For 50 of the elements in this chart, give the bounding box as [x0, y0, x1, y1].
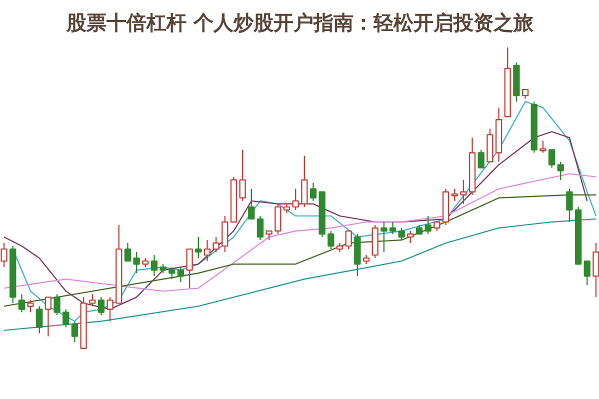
candlestick — [336, 242, 344, 253]
candlestick — [150, 254, 158, 277]
candlestick — [292, 188, 299, 211]
candlestick — [133, 251, 140, 274]
candlestick — [584, 260, 590, 286]
candlestick — [71, 320, 78, 343]
candlestick — [266, 230, 272, 241]
candlestick — [451, 188, 458, 202]
candlestick — [195, 236, 202, 259]
candlestick — [142, 257, 149, 268]
candlestick — [424, 215, 432, 235]
candlestick — [407, 230, 414, 244]
candlestick — [540, 140, 546, 154]
candlestick — [256, 215, 264, 241]
candlestick — [548, 149, 556, 168]
candlestick — [362, 254, 370, 265]
candlestick — [328, 230, 334, 250]
candlestick — [106, 296, 114, 322]
candlestick — [460, 179, 467, 205]
candlestick — [345, 230, 352, 250]
candlestick — [0, 242, 8, 268]
candlestick — [177, 266, 184, 283]
candlestick — [380, 221, 388, 253]
candlestick — [566, 188, 573, 223]
candlestick — [186, 248, 193, 289]
candlestick — [124, 242, 132, 262]
candlestick — [36, 306, 43, 334]
candlestick — [18, 294, 26, 313]
candlestick — [212, 236, 220, 253]
candlestick — [160, 263, 166, 274]
candlestick — [98, 296, 105, 316]
candlestick — [398, 227, 405, 241]
candlestick — [283, 203, 290, 214]
candlestick — [54, 294, 60, 316]
candlestick — [89, 294, 96, 307]
candlestick — [478, 149, 484, 168]
candlestick — [416, 224, 423, 235]
candlestick — [44, 296, 52, 337]
candlestick — [522, 88, 529, 100]
candlestick — [389, 221, 396, 235]
candlestick — [310, 182, 317, 202]
candlestick — [27, 300, 34, 313]
candlestick — [204, 239, 211, 262]
chart-title: 股票十倍杠杆 个人炒股开户指南：轻松开启投资之旅 — [66, 10, 534, 34]
candlestick — [239, 149, 246, 202]
candlestick — [248, 188, 255, 220]
candlestick — [434, 221, 440, 232]
candlestick — [62, 308, 70, 328]
candlestick — [557, 161, 564, 180]
candlestick — [168, 266, 176, 280]
